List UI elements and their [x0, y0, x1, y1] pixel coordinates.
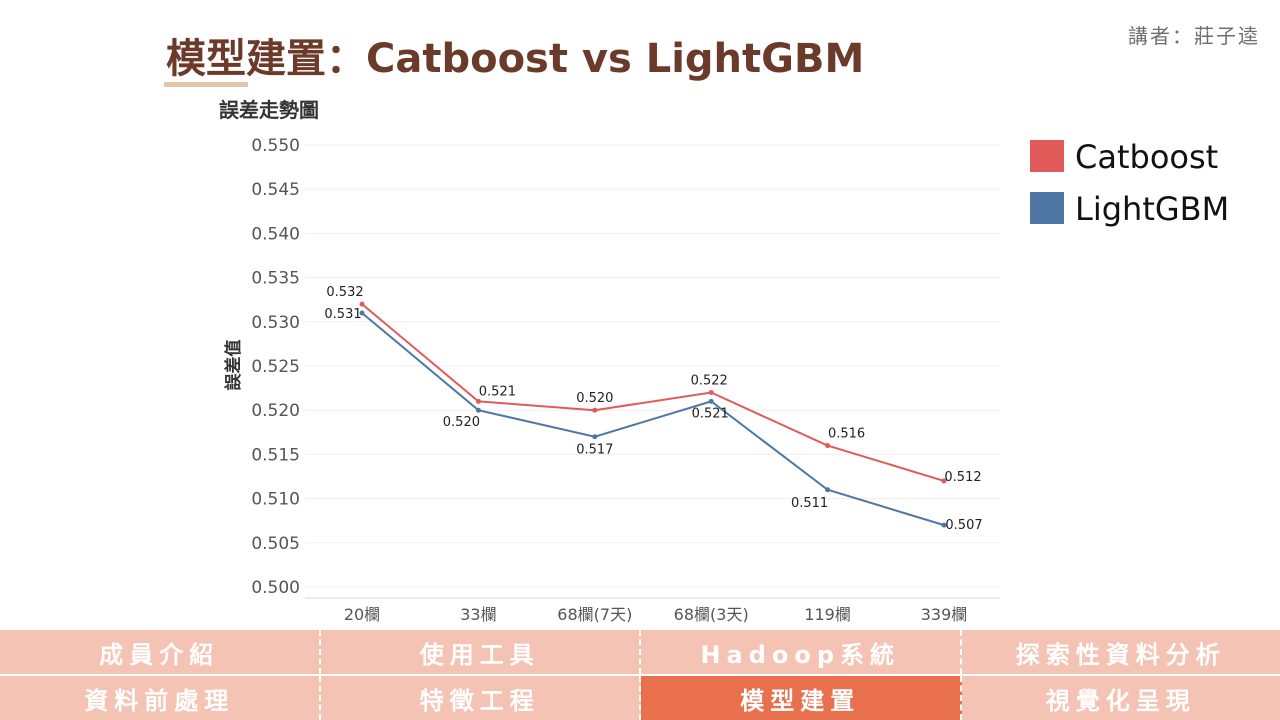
legend-label: Catboost — [1075, 138, 1218, 176]
nav-item[interactable]: 使用工具 — [321, 630, 641, 674]
y-tick-label: 0.540 — [251, 224, 300, 244]
data-point — [359, 310, 365, 316]
data-label: 0.517 — [576, 443, 613, 458]
legend: Catboost LightGBM — [1030, 138, 1229, 228]
data-point — [825, 443, 831, 449]
x-tick-label: 68欄(3天) — [674, 605, 749, 624]
data-label: 0.532 — [326, 285, 363, 300]
grid-lines — [305, 144, 1000, 599]
x-tick-label: 20欄 — [344, 605, 380, 624]
series-line-catboost — [361, 303, 945, 482]
data-point — [708, 398, 714, 404]
data-point — [475, 398, 481, 404]
data-label: 0.521 — [479, 384, 516, 399]
data-point — [592, 407, 598, 413]
data-point — [708, 390, 714, 396]
data-point — [592, 434, 598, 440]
x-tick-label: 33欄 — [460, 605, 496, 624]
nav-item[interactable]: 資料前處理 — [0, 676, 321, 720]
legend-swatch — [1030, 140, 1064, 172]
x-tick-label: 339欄 — [921, 605, 968, 624]
y-tick-label: 0.545 — [251, 180, 300, 200]
y-tick-label: 0.515 — [251, 445, 300, 465]
nav-item[interactable]: 模型建置 — [641, 676, 962, 720]
y-tick-label: 0.535 — [251, 269, 300, 289]
y-tick-label: 0.505 — [251, 534, 300, 554]
data-point — [475, 407, 481, 413]
data-label: 0.511 — [791, 496, 828, 511]
y-tick-label: 0.520 — [251, 401, 300, 421]
data-label: 0.516 — [828, 427, 865, 442]
data-label: 0.520 — [443, 415, 480, 430]
data-labels: 0.532 0.521 0.520 0.522 0.516 0.512 0.531 0.520… — [324, 285, 982, 533]
x-tick-label: 119欄 — [804, 605, 851, 624]
data-label: 0.520 — [576, 391, 613, 406]
series-layer — [359, 301, 947, 528]
data-point — [359, 301, 365, 307]
y-axis-label: 誤差值 — [223, 340, 244, 391]
nav-row-2: 資料前處理 特徵工程 模型建置 視覺化呈現 — [0, 676, 1280, 720]
data-point — [825, 487, 831, 493]
nav-item[interactable]: 成員介紹 — [0, 630, 321, 674]
slide-title: 模型建置：Catboost vs LightGBM — [166, 36, 865, 82]
data-label: 0.507 — [945, 518, 982, 533]
legend-swatch — [1030, 192, 1064, 224]
data-label: 0.531 — [324, 307, 361, 322]
y-tick-label: 0.530 — [251, 313, 300, 333]
nav-item[interactable]: Hadoop系統 — [641, 630, 962, 674]
chart-title: 誤差走勢圖 — [219, 98, 319, 122]
section-nav: 成員介紹 使用工具 Hadoop系統 探索性資料分析 資料前處理 特徵工程 模型建置 視覺化… — [0, 630, 1280, 720]
y-tick-label: 0.500 — [251, 578, 300, 598]
data-label: 0.521 — [692, 406, 729, 421]
nav-item[interactable]: 探索性資料分析 — [1015, 640, 1226, 669]
y-tick-label: 0.525 — [251, 357, 300, 377]
speaker-label: 講者：莊子逵 — [1128, 24, 1260, 48]
y-tick-label: 0.550 — [251, 136, 300, 156]
nav-row-1: 成員介紹 使用工具 Hadoop系統 探索性資料分析 — [0, 630, 1280, 674]
nav-divider — [0, 674, 1280, 676]
data-label: 0.522 — [691, 374, 728, 389]
series-line-lightgbm — [361, 312, 945, 527]
data-point — [941, 522, 947, 528]
y-tick-label: 0.510 — [251, 490, 300, 510]
error-trend-chart: 0.532 0.521 0.520 0.522 0.516 0.512 0.531 0.520… — [219, 98, 1229, 624]
data-label: 0.512 — [944, 470, 981, 485]
data-point — [941, 478, 947, 484]
nav-item[interactable]: 視覺化呈現 — [1045, 686, 1196, 715]
nav-item[interactable]: 特徵工程 — [321, 676, 641, 720]
x-tick-label: 68欄(7天) — [557, 605, 632, 624]
legend-label: LightGBM — [1075, 190, 1229, 228]
title-underline — [164, 82, 248, 87]
